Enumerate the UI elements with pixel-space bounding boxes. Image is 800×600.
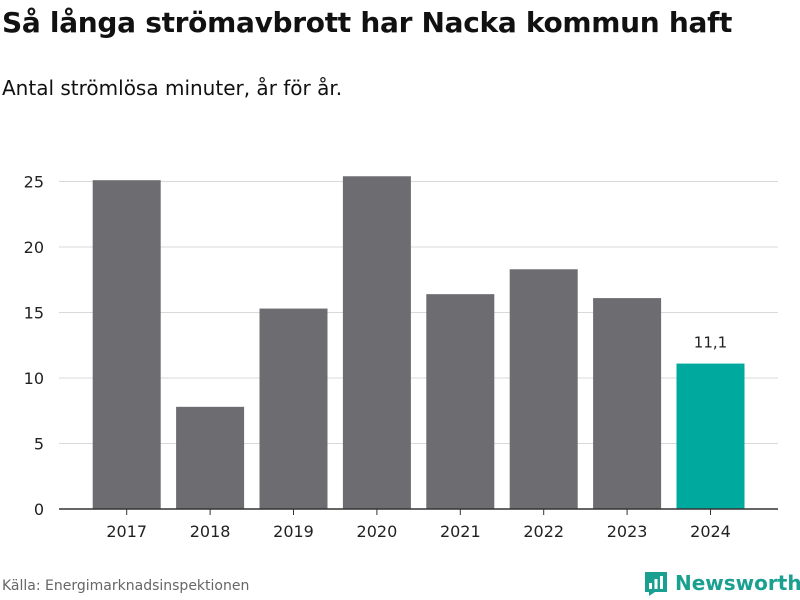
axes [59, 508, 778, 515]
bar-2019 [259, 308, 328, 509]
labels: 0 5 10 15 20 25 2017 2018 2019 2020 2021 2022 2023 20… [24, 173, 731, 542]
y-tick-label: 10 [24, 369, 44, 388]
bars [92, 176, 745, 509]
x-tick-label: 2018 [190, 522, 231, 541]
newsworthy-logo-icon [645, 572, 667, 596]
newsworthy-logo: Newsworthy [643, 570, 800, 596]
y-tick-label: 15 [24, 304, 44, 323]
x-tick-label: 2019 [273, 522, 314, 541]
bar-2020 [342, 176, 411, 509]
y-tick-label: 25 [24, 173, 44, 192]
source-note: Källa: Energimarknadsinspektionen [2, 578, 250, 594]
bar-2018 [176, 406, 245, 509]
x-tick-label: 2020 [357, 522, 398, 541]
chart-subtitle: Antal strömlösa minuter, år för år. [2, 76, 343, 100]
y-tick-label: 0 [34, 500, 44, 519]
x-tick-label: 2023 [607, 522, 648, 541]
x-tick-label: 2021 [440, 522, 481, 541]
data-label: 11,1 [694, 334, 727, 352]
x-tick-label: 2017 [106, 522, 147, 541]
gridlines [59, 181, 778, 444]
y-tick-label: 20 [24, 238, 44, 257]
x-tick-label: 2024 [690, 522, 731, 541]
chart-title: Så långa strömavbrott har Nacka kommun h… [2, 6, 733, 39]
bar-2021 [426, 294, 495, 509]
bar-2017 [92, 180, 161, 509]
bar-2022 [509, 269, 578, 509]
x-tick-label: 2022 [523, 522, 564, 541]
brand-name: Newsworthy [675, 571, 800, 595]
bar-2024 [676, 363, 745, 509]
bar-2023 [593, 298, 662, 509]
y-tick-label: 5 [34, 435, 44, 454]
